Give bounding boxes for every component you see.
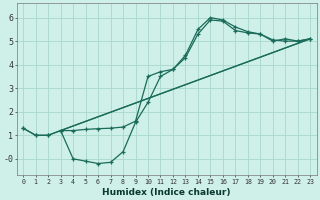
X-axis label: Humidex (Indice chaleur): Humidex (Indice chaleur): [102, 188, 231, 197]
